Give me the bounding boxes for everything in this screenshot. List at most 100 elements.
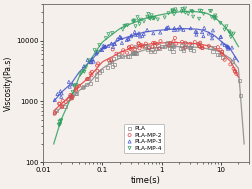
PLA-MP-3 — [91, 60, 95, 63]
PLA-MP-4 — [133, 25, 137, 28]
PLA-MP-4 — [58, 119, 62, 122]
PLA-MP-4 — [212, 14, 216, 17]
PLA — [149, 48, 153, 51]
PLA-MP-3 — [225, 47, 229, 50]
PLA — [116, 55, 120, 58]
PLA-MP-3 — [193, 30, 197, 33]
PLA-MP-2 — [183, 41, 187, 44]
PLA — [84, 83, 88, 86]
PLA-MP-4 — [180, 8, 184, 11]
PLA-MP-4 — [199, 9, 203, 12]
PLA-MP-3 — [94, 52, 98, 55]
PLA-MP-3 — [138, 35, 142, 38]
PLA-MP-3 — [164, 26, 168, 29]
PLA-MP-2 — [174, 42, 178, 45]
PLA-MP-2 — [88, 72, 92, 75]
PLA — [207, 46, 211, 49]
PLA-MP-3 — [125, 37, 130, 40]
PLA-MP-4 — [228, 36, 232, 39]
PLA-MP-3 — [109, 42, 113, 45]
PLA — [229, 60, 233, 63]
PLA-MP-2 — [136, 42, 140, 45]
PLA-MP-2 — [95, 64, 99, 67]
PLA-MP-2 — [222, 58, 226, 61]
PLA — [195, 42, 199, 45]
PLA — [237, 94, 241, 97]
PLA-MP-3 — [218, 35, 222, 38]
PLA — [189, 43, 193, 46]
PLA — [180, 49, 184, 52]
PLA — [111, 57, 115, 60]
PLA-MP-2 — [232, 70, 236, 73]
PLA-MP-2 — [206, 44, 210, 47]
PLA-MP-3 — [226, 46, 230, 49]
PLA — [132, 51, 136, 54]
PLA-MP-2 — [219, 53, 223, 56]
PLA-MP-4 — [227, 31, 231, 34]
PLA-MP-2 — [179, 40, 183, 43]
PLA-MP-3 — [158, 31, 162, 34]
Legend: PLA, PLA-MP-2, PLA-MP-3, PLA-MP-4: PLA, PLA-MP-2, PLA-MP-3, PLA-MP-4 — [124, 124, 164, 153]
PLA-MP-2 — [124, 51, 129, 54]
PLA — [152, 44, 156, 47]
PLA-MP-2 — [57, 102, 61, 105]
PLA-MP-3 — [117, 35, 121, 38]
PLA-MP-4 — [96, 50, 100, 53]
PLA-MP-3 — [175, 28, 179, 31]
PLA-MP-3 — [85, 58, 89, 61]
PLA-MP-2 — [146, 47, 150, 50]
PLA — [130, 52, 134, 55]
PLA-MP-4 — [150, 17, 154, 20]
PLA-MP-2 — [172, 36, 176, 40]
PLA-MP-3 — [67, 80, 71, 83]
PLA-MP-4 — [181, 9, 185, 12]
PLA-MP-2 — [232, 69, 236, 72]
PLA-MP-3 — [55, 93, 59, 96]
PLA-MP-2 — [218, 48, 222, 51]
PLA — [167, 43, 171, 46]
PLA-MP-2 — [89, 74, 93, 77]
PLA-MP-4 — [120, 28, 124, 31]
PLA-MP-3 — [201, 26, 205, 29]
PLA-MP-3 — [118, 36, 122, 39]
PLA — [171, 45, 175, 48]
PLA — [116, 53, 120, 56]
PLA-MP-3 — [89, 59, 93, 62]
PLA — [154, 47, 158, 50]
PLA-MP-4 — [92, 49, 96, 52]
PLA — [63, 105, 67, 108]
PLA — [134, 52, 138, 55]
PLA-MP-3 — [70, 83, 74, 86]
PLA-MP-2 — [219, 50, 223, 53]
PLA — [180, 46, 184, 50]
PLA — [183, 43, 187, 46]
PLA-MP-4 — [125, 24, 129, 27]
PLA-MP-3 — [201, 35, 205, 38]
PLA-MP-3 — [89, 61, 93, 64]
PLA-MP-2 — [69, 95, 73, 98]
PLA-MP-4 — [147, 17, 151, 20]
PLA — [81, 85, 85, 88]
PLA-MP-3 — [210, 29, 214, 32]
PLA — [105, 66, 109, 69]
PLA-MP-2 — [109, 59, 113, 62]
PLA-MP-2 — [136, 42, 140, 45]
PLA — [97, 70, 101, 74]
PLA-MP-4 — [217, 22, 222, 25]
PLA-MP-4 — [141, 20, 145, 23]
PLA-MP-2 — [140, 45, 144, 48]
PLA-MP-4 — [87, 59, 91, 62]
PLA-MP-3 — [58, 90, 62, 93]
PLA — [236, 79, 240, 82]
PLA-MP-3 — [59, 92, 64, 95]
PLA-MP-2 — [166, 44, 170, 47]
PLA-MP-3 — [209, 37, 213, 40]
PLA-MP-3 — [209, 34, 213, 37]
PLA-MP-3 — [106, 44, 110, 47]
PLA-MP-2 — [74, 88, 78, 91]
PLA-MP-3 — [172, 27, 176, 30]
PLA-MP-4 — [173, 10, 177, 13]
PLA-MP-2 — [154, 42, 158, 45]
PLA-MP-3 — [115, 38, 119, 41]
PLA-MP-4 — [71, 91, 75, 94]
